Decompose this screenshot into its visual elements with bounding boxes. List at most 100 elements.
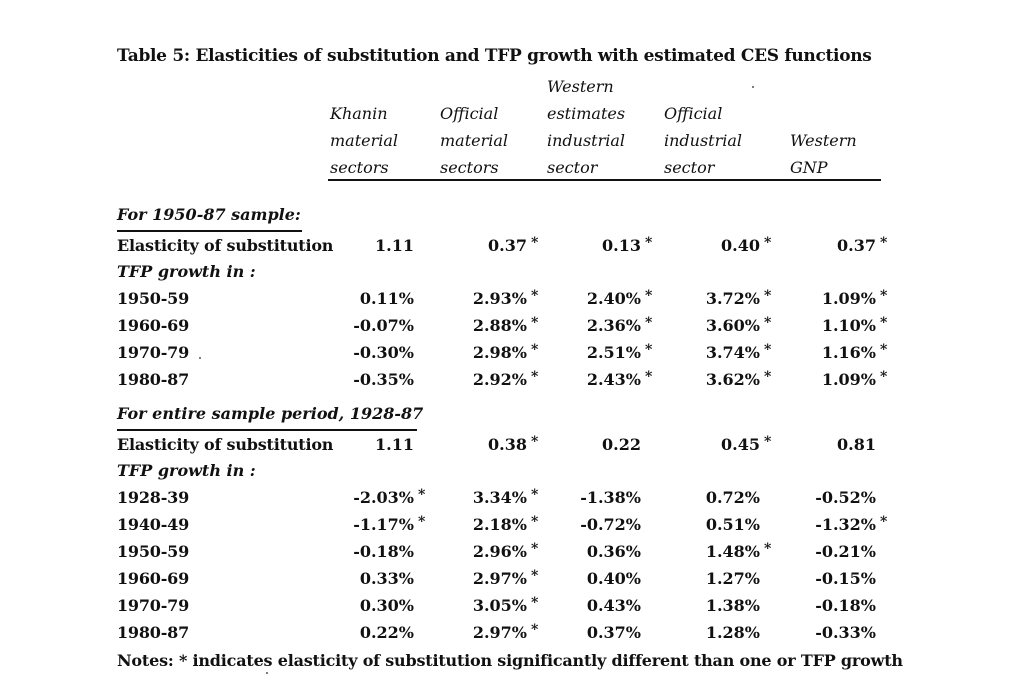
table-cell-value: -0.15%: [815, 569, 876, 588]
column-header-line: sector: [664, 158, 715, 177]
significance-marker: *: [880, 288, 888, 304]
table-cell-value: 0.13: [602, 236, 641, 255]
significance-marker: *: [531, 235, 539, 251]
significance-marker: *: [880, 369, 888, 385]
table-cell-value: -1.32%: [815, 515, 876, 534]
table-cell-value: 2.97%: [472, 569, 527, 588]
row-label: 1970-79: [117, 596, 190, 615]
table-cell-value: 0.38: [488, 435, 527, 454]
significance-marker: *: [418, 514, 426, 530]
table-cell-value: 2.36%: [586, 316, 641, 335]
column-header-line: sectors: [330, 158, 389, 177]
table-cell-value: 1.48%: [705, 542, 760, 561]
section-heading: For entire sample period, 1928-87: [117, 404, 424, 423]
table-cell-value: -2.03%: [353, 488, 414, 507]
significance-marker: *: [880, 235, 888, 251]
significance-marker: *: [645, 369, 653, 385]
row-label: Elasticity of substitution: [117, 236, 334, 255]
significance-marker: *: [531, 595, 539, 611]
significance-marker: *: [531, 315, 539, 331]
row-label: 1928-39: [117, 488, 190, 507]
section-heading: For 1950-87 sample:: [117, 205, 301, 224]
row-label: 1950-59: [117, 289, 190, 308]
table-cell-value: 1.10%: [821, 316, 876, 335]
table-cell-value: 3.72%: [705, 289, 760, 308]
row-label: Elasticity of substitution: [117, 435, 334, 454]
table-cell-value: -0.35%: [353, 370, 414, 389]
row-label: 1960-69: [117, 569, 190, 588]
table-cell-value: -0.07%: [353, 316, 414, 335]
row-label: TFP growth in :: [117, 262, 256, 281]
significance-marker: *: [531, 434, 539, 450]
table-cell-value: 2.51%: [586, 343, 641, 362]
column-header-line: Western: [547, 77, 614, 96]
significance-marker: *: [880, 315, 888, 331]
row-label: TFP growth in :: [117, 461, 256, 480]
column-header-line: Khanin: [330, 104, 388, 123]
significance-marker: *: [531, 514, 539, 530]
table-cell-value: -0.18%: [815, 596, 876, 615]
table-cell-value: 2.18%: [472, 515, 527, 534]
section-heading-rule: [117, 230, 302, 232]
significance-marker: *: [531, 342, 539, 358]
table-cell-value: -1.38%: [580, 488, 641, 507]
table-cell-value: -0.21%: [815, 542, 876, 561]
table-cell-value: 0.33%: [359, 569, 414, 588]
table-cell-value: -1.17%: [353, 515, 414, 534]
table-cell-value: 0.40: [721, 236, 760, 255]
significance-marker: *: [531, 622, 539, 638]
column-header-line: sector: [547, 158, 598, 177]
table-cell-value: 1.28%: [705, 623, 760, 642]
table-cell-value: 2.98%: [472, 343, 527, 362]
table-cell-value: 3.74%: [705, 343, 760, 362]
table-cell-value: -0.33%: [815, 623, 876, 642]
column-header-line: material: [330, 131, 399, 150]
significance-marker: *: [645, 342, 653, 358]
row-label: 1940-49: [117, 515, 190, 534]
table-cell-value: 3.34%: [472, 488, 527, 507]
significance-marker: *: [531, 369, 539, 385]
table-cell-value: 2.40%: [586, 289, 641, 308]
table-cell-value: 3.60%: [705, 316, 760, 335]
scan-speck: [752, 86, 754, 88]
table-cell-value: 0.22%: [359, 623, 414, 642]
table-cell-value: 2.96%: [472, 542, 527, 561]
significance-marker: *: [764, 288, 772, 304]
column-header-line: Western: [790, 131, 857, 150]
significance-marker: *: [531, 487, 539, 503]
row-label: 1980-87: [117, 370, 190, 389]
section-heading-rule: [117, 429, 417, 431]
table-cell-value: 0.40%: [586, 569, 641, 588]
row-label: 1980-87: [117, 623, 190, 642]
scan-speck: [199, 357, 201, 359]
table-cell-value: 2.92%: [472, 370, 527, 389]
table-notes: Notes: * indicates elasticity of substit…: [117, 651, 903, 670]
table-cell-value: 0.43%: [586, 596, 641, 615]
header-rule: [328, 179, 881, 181]
table-cell-value: 1.11: [375, 236, 414, 255]
column-header-line: GNP: [790, 158, 828, 177]
column-header-line: estimates: [547, 104, 626, 123]
table-cell-value: 0.51%: [705, 515, 760, 534]
significance-marker: *: [764, 434, 772, 450]
table-cell-value: 1.11: [375, 435, 414, 454]
column-header-line: Official: [440, 104, 499, 123]
significance-marker: *: [880, 342, 888, 358]
table-cell-value: 0.30%: [359, 596, 414, 615]
table-cell-value: 0.22: [602, 435, 641, 454]
table-cell-value: 2.43%: [586, 370, 641, 389]
table-cell-value: -0.18%: [353, 542, 414, 561]
table-cell-value: 3.05%: [472, 596, 527, 615]
row-label: 1950-59: [117, 542, 190, 561]
significance-marker: *: [531, 288, 539, 304]
table-cell-value: 1.09%: [821, 289, 876, 308]
significance-marker: *: [764, 315, 772, 331]
table-cell-value: 0.37: [488, 236, 527, 255]
row-label: 1960-69: [117, 316, 190, 335]
table-cell-value: 1.16%: [821, 343, 876, 362]
significance-marker: *: [880, 514, 888, 530]
table-cell-value: 1.09%: [821, 370, 876, 389]
table-cell-value: -0.52%: [815, 488, 876, 507]
row-label: 1970-79: [117, 343, 190, 362]
table-cell-value: 2.93%: [472, 289, 527, 308]
